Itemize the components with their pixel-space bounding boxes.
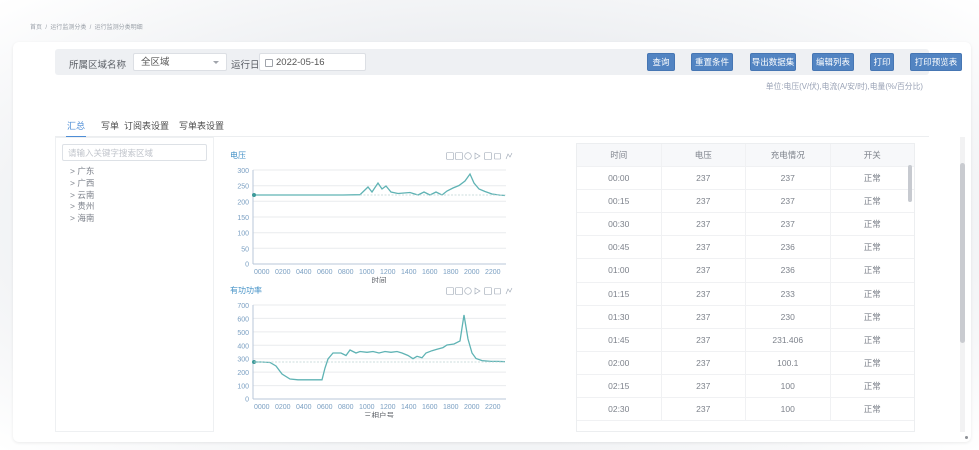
svg-text:0400: 0400 — [296, 269, 312, 276]
svg-text:0: 0 — [245, 262, 249, 269]
svg-text:1800: 1800 — [443, 269, 459, 276]
svg-text:0800: 0800 — [338, 269, 354, 276]
svg-text:1400: 1400 — [401, 269, 417, 276]
svg-text:0000: 0000 — [254, 269, 270, 276]
svg-text:300: 300 — [237, 357, 249, 364]
svg-text:1000: 1000 — [359, 404, 375, 411]
svg-text:200: 200 — [237, 370, 249, 377]
svg-text:0200: 0200 — [275, 269, 291, 276]
svg-text:250: 250 — [237, 184, 249, 191]
svg-text:2000: 2000 — [464, 404, 480, 411]
svg-text:三相户号: 三相户号 — [364, 410, 394, 418]
svg-text:0400: 0400 — [296, 404, 312, 411]
svg-text:2000: 2000 — [464, 269, 480, 276]
svg-text:0800: 0800 — [338, 404, 354, 411]
svg-text:50: 50 — [241, 246, 249, 253]
svg-text:1600: 1600 — [422, 404, 438, 411]
svg-text:300: 300 — [237, 168, 249, 175]
svg-text:0: 0 — [245, 397, 249, 404]
svg-text:1000: 1000 — [359, 269, 375, 276]
svg-text:2200: 2200 — [485, 404, 501, 411]
svg-text:0600: 0600 — [317, 269, 333, 276]
svg-text:1200: 1200 — [380, 269, 396, 276]
svg-text:150: 150 — [237, 215, 249, 222]
svg-text:0600: 0600 — [317, 404, 333, 411]
svg-text:1200: 1200 — [380, 404, 396, 411]
svg-text:200: 200 — [237, 199, 249, 206]
svg-text:500: 500 — [237, 330, 249, 337]
svg-text:0200: 0200 — [275, 404, 291, 411]
svg-text:1600: 1600 — [422, 269, 438, 276]
svg-text:1800: 1800 — [443, 404, 459, 411]
svg-text:600: 600 — [237, 316, 249, 323]
svg-text:400: 400 — [237, 343, 249, 350]
svg-text:0000: 0000 — [254, 404, 270, 411]
svg-text:2200: 2200 — [485, 269, 501, 276]
svg-text:1400: 1400 — [401, 404, 417, 411]
svg-text:时间: 时间 — [372, 275, 387, 283]
svg-text:700: 700 — [237, 303, 249, 310]
svg-text:100: 100 — [237, 231, 249, 238]
svg-text:100: 100 — [237, 384, 249, 391]
